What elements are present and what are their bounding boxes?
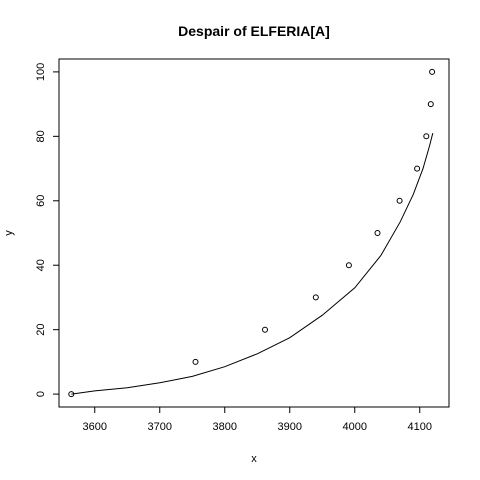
x-axis: 3600 3700 3800 3900 4000 4100: [83, 406, 432, 433]
y-tick-label: 100: [35, 63, 47, 81]
data-point: [262, 326, 268, 333]
data-point: [396, 197, 403, 204]
x-tick-label: 3800: [213, 421, 237, 433]
x-tick-label: 3700: [148, 421, 172, 433]
y-axis-label: y: [3, 230, 15, 236]
data-point: [427, 101, 434, 108]
y-tick-label: 0: [35, 391, 47, 397]
data-point: [414, 165, 421, 172]
y-axis: 0 20 40 60 80 100: [35, 63, 60, 397]
x-tick-label: 3600: [83, 421, 107, 433]
data-point: [423, 133, 430, 140]
y-tick-label: 20: [35, 324, 47, 336]
data-point: [312, 294, 319, 301]
y-tick-label: 60: [35, 195, 47, 207]
fitted-curve: [71, 132, 434, 395]
y-tick-label: 80: [35, 130, 47, 142]
x-axis-label: x: [251, 453, 257, 465]
x-tick-label: 4100: [408, 421, 432, 433]
y-tick-label: 40: [35, 259, 47, 271]
x-tick-label: 3900: [278, 421, 302, 433]
x-tick-label: 4000: [343, 421, 367, 433]
data-point: [68, 391, 75, 398]
data-point: [192, 358, 199, 365]
data-point: [429, 68, 436, 75]
data-point: [345, 262, 352, 269]
fitted-curve-layer: [71, 132, 434, 395]
data-point: [374, 230, 381, 236]
chart-title: Despair of ELFERIA[A]: [178, 23, 330, 39]
data-points-layer: [68, 68, 436, 398]
